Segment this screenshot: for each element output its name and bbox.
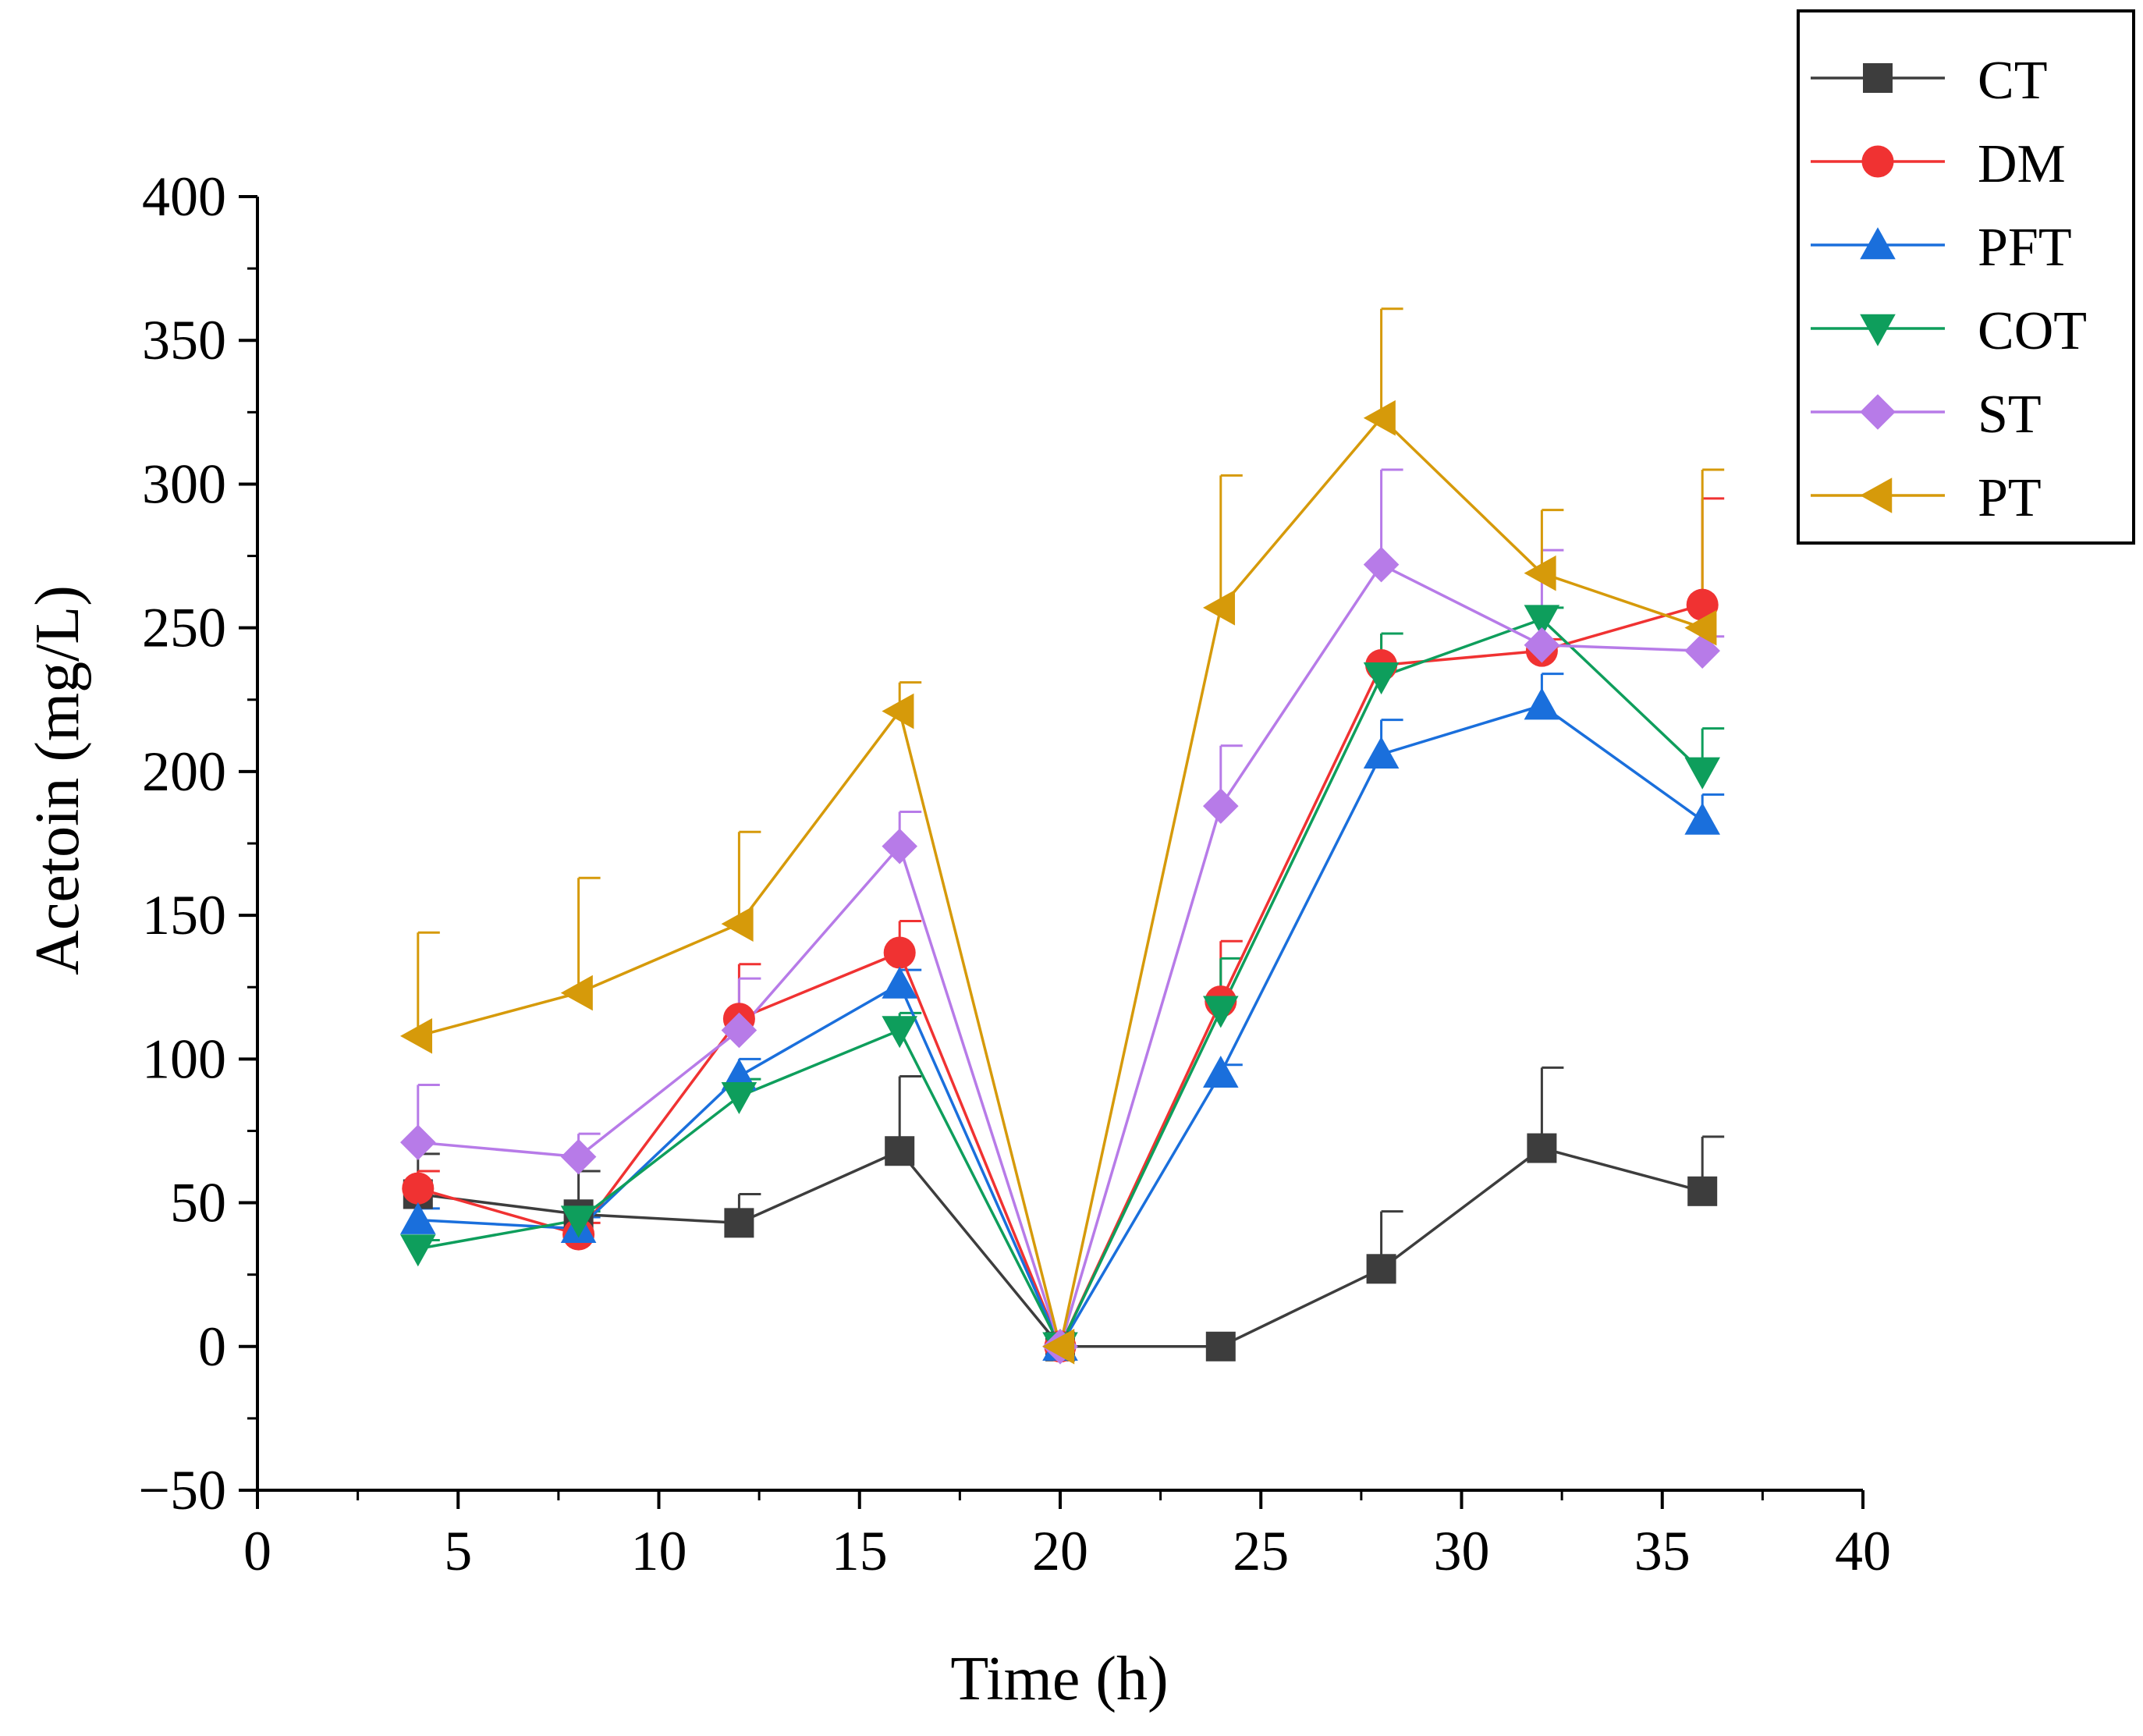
point-pt	[400, 1018, 433, 1054]
point-pft	[1684, 802, 1720, 835]
series-lines	[417, 416, 1704, 1351]
legend-label-pft: PFT	[1978, 218, 2072, 278]
point-pt	[560, 975, 593, 1011]
y-tick-label: 100	[142, 1028, 226, 1090]
point-cot	[1684, 757, 1720, 790]
y-tick-label: 200	[142, 740, 226, 803]
point-ct	[1366, 1254, 1396, 1284]
legend-label-st: ST	[1978, 385, 2042, 445]
series-line-pft	[417, 704, 1704, 1350]
y-tick-label: −50	[138, 1459, 226, 1521]
point-pft	[400, 1202, 436, 1234]
point-dm	[402, 1172, 435, 1205]
x-tick-label: 25	[1233, 1520, 1289, 1582]
point-ct	[1527, 1133, 1557, 1163]
point-pt	[1524, 555, 1556, 591]
x-tick-label: 35	[1634, 1520, 1691, 1582]
x-tick-label: 15	[832, 1520, 888, 1582]
point-pt	[721, 906, 754, 942]
point-pft	[1524, 687, 1560, 720]
point-cot	[1524, 605, 1560, 637]
point-st	[560, 1138, 597, 1175]
point-cot	[400, 1234, 436, 1267]
legend-label-ct: CT	[1978, 51, 2047, 111]
x-tick-label: 30	[1434, 1520, 1490, 1582]
point-st	[1524, 627, 1560, 663]
x-tick-label: 0	[243, 1520, 271, 1582]
point-ct	[1205, 1331, 1236, 1361]
point-pt	[1684, 609, 1717, 646]
y-tick-label: 400	[142, 165, 226, 228]
point-dm	[883, 936, 916, 969]
legend-marker-st	[1860, 394, 1896, 430]
y-tick-label: 300	[142, 453, 226, 515]
x-tick-label: 40	[1835, 1520, 1891, 1582]
legend-label-pt: PT	[1978, 468, 2042, 528]
point-pft	[1203, 1055, 1239, 1088]
x-axis-title: Time (h)	[950, 1645, 1168, 1713]
series-line-pt	[417, 416, 1703, 1347]
point-st	[721, 1012, 758, 1049]
x-tick-label: 5	[444, 1520, 472, 1582]
legend: CT DM PFT COT ST PT	[1797, 9, 2135, 545]
point-st	[1684, 633, 1720, 669]
axes: −50 0 50 100 150 200 250 300 350 400 0 5 10 15 20 25 30 3…	[138, 165, 1891, 1582]
point-cot	[882, 1016, 917, 1049]
legend-marker-pt	[1860, 477, 1893, 513]
point-pt	[1203, 590, 1236, 626]
series-line-ct	[417, 1146, 1703, 1348]
point-cot	[560, 1205, 597, 1238]
legend-label-cot: COT	[1978, 301, 2087, 361]
point-st	[1363, 546, 1400, 583]
x-tick-label: 10	[631, 1520, 687, 1582]
legend-marker-ct	[1863, 63, 1893, 93]
legend-marker-pft	[1860, 227, 1896, 260]
series-line-st	[417, 563, 1703, 1351]
y-tick-label: 350	[142, 309, 226, 371]
legend-marker-dm	[1861, 145, 1894, 178]
y-tick-label: 150	[142, 884, 226, 946]
error-bars	[417, 307, 1725, 1269]
point-ct	[724, 1208, 754, 1238]
y-tick-label: 250	[142, 597, 226, 659]
point-ct	[1687, 1176, 1718, 1206]
point-cot	[721, 1081, 758, 1115]
point-pft	[882, 966, 917, 999]
x-tick-label: 20	[1032, 1520, 1088, 1582]
point-dm	[1686, 588, 1719, 621]
point-pt	[882, 693, 914, 730]
point-pt	[1363, 399, 1396, 436]
point-st	[882, 828, 917, 864]
point-st	[1203, 788, 1239, 824]
point-cot	[1203, 996, 1239, 1028]
y-tick-label: 50	[170, 1172, 226, 1234]
point-ct	[885, 1136, 915, 1166]
point-st	[400, 1124, 436, 1160]
legend-box	[1797, 9, 2135, 545]
series-markers	[400, 399, 1720, 1365]
point-pft	[1363, 736, 1400, 769]
legend-label-dm: DM	[1978, 134, 2066, 194]
point-cot	[1363, 662, 1400, 695]
point-pt	[1042, 1328, 1075, 1365]
series-line-cot	[417, 617, 1704, 1350]
legend-marker-cot	[1860, 314, 1896, 346]
y-axis-title: Acetoin (mg/L)	[23, 585, 92, 975]
y-tick-label: 0	[198, 1315, 226, 1378]
